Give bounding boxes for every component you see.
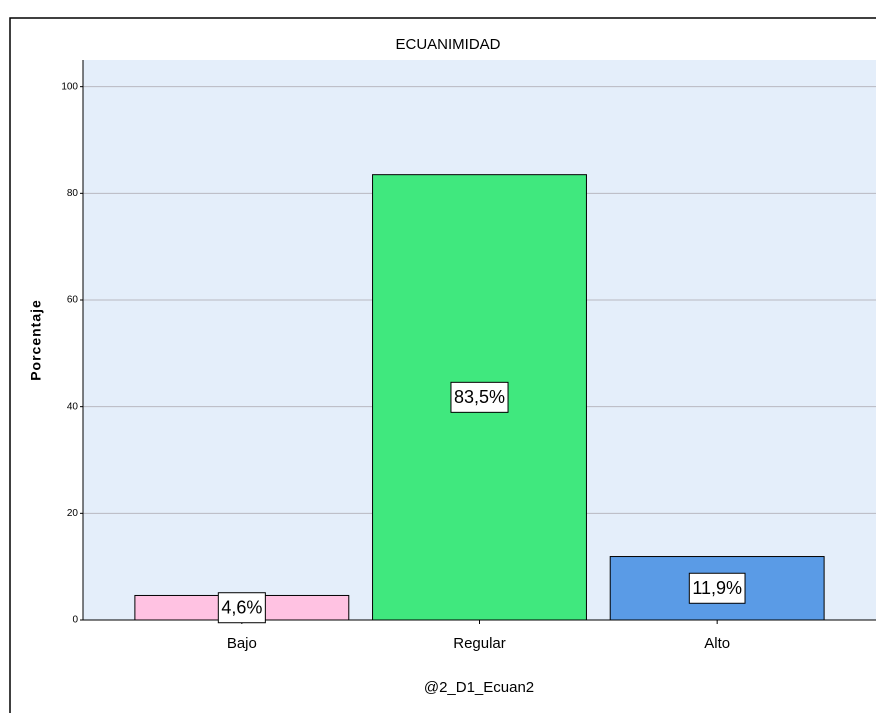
y-tick-label: 60 bbox=[67, 295, 79, 306]
value-label-box bbox=[217, 592, 266, 624]
chart-title: ECUANIMIDAD bbox=[395, 36, 500, 53]
y-tick-label: 0 bbox=[72, 615, 78, 626]
y-tick-label: 40 bbox=[67, 401, 79, 412]
y-tick-label: 80 bbox=[67, 188, 79, 199]
value-label: 83,5% bbox=[454, 387, 505, 407]
x-tick-label: Alto bbox=[704, 635, 730, 652]
value-label: 4,6% bbox=[221, 597, 262, 617]
value-label-box bbox=[450, 381, 509, 413]
y-tick-label: 20 bbox=[67, 508, 79, 519]
value-label-box bbox=[688, 572, 746, 604]
x-tick-label: Regular bbox=[453, 635, 506, 652]
y-axis-label: Porcentaje bbox=[28, 299, 44, 381]
x-tick-label: Bajo bbox=[227, 635, 257, 652]
x-axis-label: @2_D1_Ecuan2 bbox=[424, 679, 534, 696]
y-tick-label: 100 bbox=[61, 81, 78, 92]
value-label: 11,9% bbox=[692, 578, 742, 598]
